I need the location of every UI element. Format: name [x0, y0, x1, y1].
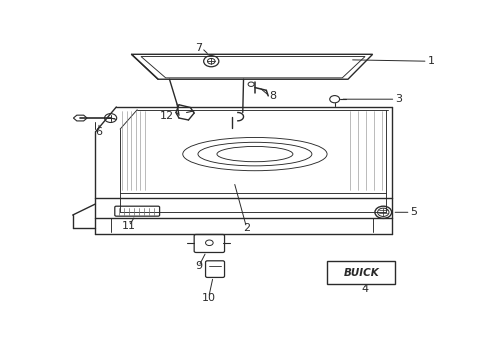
Text: BUICK: BUICK — [343, 268, 379, 278]
Text: 7: 7 — [195, 43, 202, 53]
Text: 4: 4 — [362, 284, 368, 294]
Text: 3: 3 — [395, 94, 402, 104]
Text: 11: 11 — [122, 221, 136, 231]
Text: 2: 2 — [243, 222, 250, 233]
Text: 8: 8 — [270, 91, 276, 101]
Text: 6: 6 — [95, 127, 102, 138]
Text: 10: 10 — [201, 293, 216, 303]
Text: 9: 9 — [195, 261, 202, 271]
Text: 12: 12 — [160, 111, 174, 121]
Text: 5: 5 — [411, 207, 417, 217]
Text: 1: 1 — [428, 56, 435, 66]
